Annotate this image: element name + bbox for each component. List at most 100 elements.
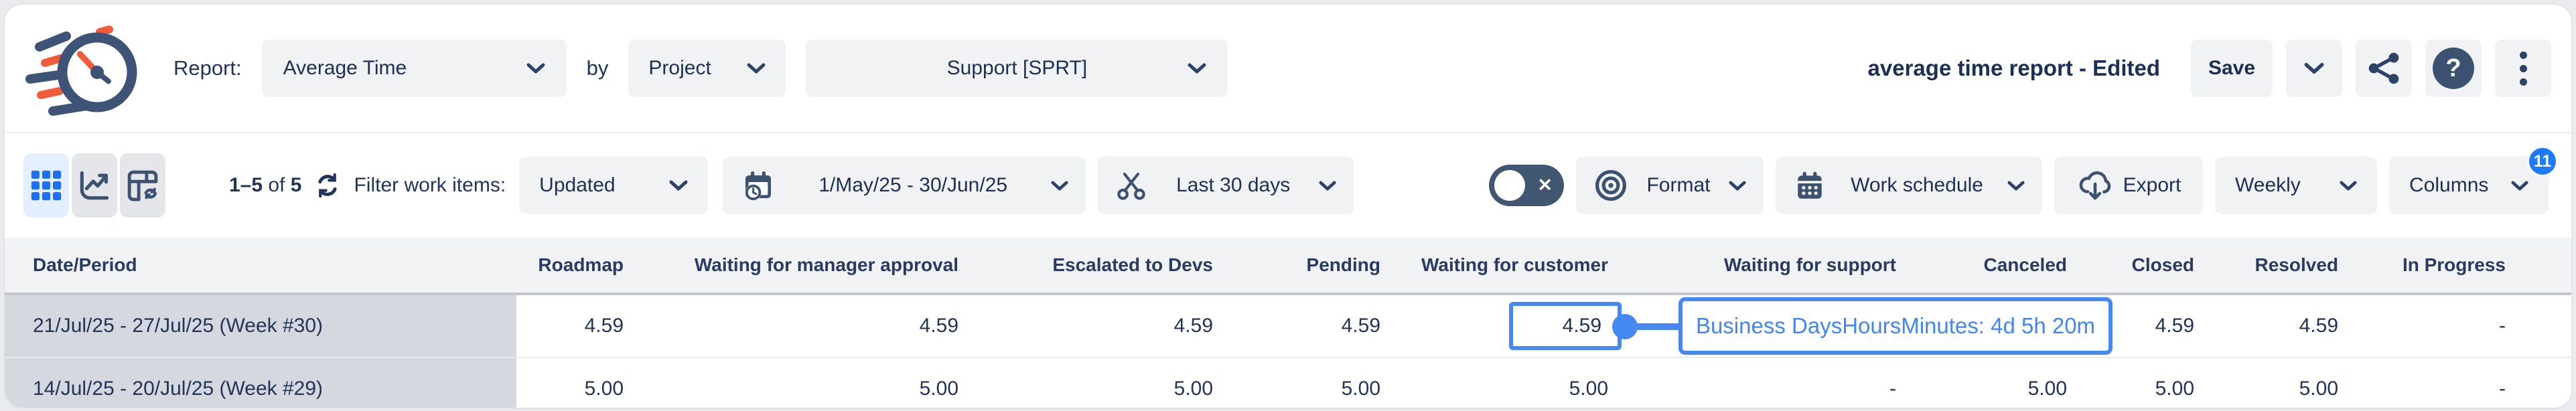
chevron-down-icon [1319,180,1336,191]
table-row: 14/Jul/25 - 20/Jul/25 (Week #29) 5.00 5.… [5,358,2571,408]
quick-range-dropdown[interactable]: Last 30 days [1098,157,1354,214]
calendar-clock-icon [740,168,775,203]
export-button[interactable]: Export [2054,157,2203,214]
table-row: 21/Jul/25 - 27/Jul/25 (Week #30) 4.59 4.… [5,295,2571,358]
app-logo-speeding-clock-icon [25,17,139,119]
columns-count-badge: 11 [2527,146,2558,177]
table-cell[interactable]: 4.59 [919,315,958,337]
help-button[interactable]: ? [2425,39,2482,97]
table-cell[interactable]: 5.00 [919,378,958,400]
date-range-value: 1/May/25 - 30/Jun/25 [818,174,1008,196]
view-switcher [23,153,165,218]
project-dropdown[interactable]: Support [SPRT] [806,39,1228,97]
group-by-value: Project [648,57,711,79]
toggle-x-icon: ✕ [1537,175,1553,195]
chart-view-button[interactable] [72,153,117,218]
save-options-dropdown-button[interactable] [2286,39,2342,97]
columns-dropdown[interactable]: Columns 11 [2389,146,2558,214]
grid-view-icon [27,167,65,204]
table-cell[interactable]: 5.00 [1341,378,1380,400]
column-header: Roadmap [538,254,624,275]
report-type-value: Average Time [283,57,407,79]
column-header: Escalated to Devs [1052,254,1213,275]
column-header: Waiting for support [1723,254,1896,275]
save-button[interactable]: Save [2191,39,2273,97]
chevron-down-icon [2340,180,2357,191]
interval-dropdown[interactable]: Weekly [2215,157,2377,214]
column-header: Resolved [2255,254,2339,275]
chevron-down-icon [747,62,766,74]
column-header: Waiting for customer [1421,254,1608,275]
quick-range-value: Last 30 days [1176,174,1291,196]
report-app-window: Report: Average Time by Project Support … [3,3,2573,409]
by-label: by [586,56,609,80]
chevron-down-icon [1188,62,1206,74]
top-bar: Report: Average Time by Project Support … [5,5,2571,133]
share-button[interactable] [2356,39,2412,97]
tooltip-connector-line [1624,323,1683,330]
period-cell: 14/Jul/25 - 20/Jul/25 (Week #29) [5,358,516,408]
work-schedule-dropdown[interactable]: Work schedule [1776,157,2042,214]
chevron-down-icon [2511,180,2528,191]
table-cell[interactable]: 4.59 [584,315,624,337]
toggle-knob [1494,170,1525,201]
table-cell[interactable]: 5.00 [1569,378,1608,400]
group-by-dropdown[interactable]: Project [628,39,786,97]
share-icon [2366,50,2402,86]
table-cell[interactable]: - [2499,378,2506,400]
format-dropdown[interactable]: Format [1576,157,1764,214]
table-cell[interactable]: - [1889,378,1896,400]
help-icon: ? [2433,48,2474,89]
pivot-table-icon [124,167,161,204]
table-cell[interactable]: 5.00 [1173,378,1213,400]
refresh-icon[interactable] [312,170,343,201]
chevron-down-icon [1729,180,1746,191]
table-cell[interactable]: 5.00 [2299,378,2338,400]
chevron-down-icon [669,179,688,191]
cloud-download-icon [2076,167,2113,203]
highlighted-cell-box: 4.59 [1509,302,1622,350]
column-header: Waiting for manager approval [694,254,958,275]
column-header: In Progress [2402,254,2506,275]
calendar-icon [1793,169,1827,202]
chevron-down-icon [2007,180,2025,191]
report-type-dropdown[interactable]: Average Time [261,39,567,97]
report-title: average time report - Edited [1867,56,2160,80]
table-cell[interactable]: 5.00 [584,378,624,400]
report-label: Report: [173,56,242,80]
filter-label: Filter work items: [354,174,506,196]
scissors-icon [1115,169,1147,201]
table-cell[interactable]: 4.59 [2155,315,2194,337]
table-cell[interactable]: 4.59 [2299,315,2338,337]
tooltip-connector-dot [1612,314,1638,339]
period-cell: 21/Jul/25 - 27/Jul/25 (Week #30) [5,295,516,357]
grid-view-button[interactable] [23,153,69,218]
date-range-dropdown[interactable]: 1/May/25 - 30/Jun/25 [723,157,1086,214]
project-value: Support [SPRT] [946,57,1088,79]
kebab-menu-icon [2519,51,2527,86]
line-chart-icon [76,167,113,204]
table-cell[interactable]: - [2499,315,2506,337]
more-menu-button[interactable] [2495,39,2551,97]
filter-field-dropdown[interactable]: Updated [519,157,709,214]
cell-tooltip: Business DaysHoursMinutes: 4d 5h 20m [1678,297,2113,355]
pivot-view-button[interactable] [120,153,165,218]
table-cell[interactable]: 5.00 [2155,378,2194,400]
pagination-text: 1–5 of 5 [229,174,302,196]
table-header-row: Date/Period Roadmap Waiting for manager … [5,238,2571,295]
bullseye-eye-icon [1593,168,1628,203]
report-toolbar: 1–5 of 5 Filter work items: Updated [5,133,2571,238]
table-cell[interactable]: 4.59 [1173,315,1213,337]
chevron-down-icon [526,62,545,74]
column-header: Pending [1306,254,1380,275]
chevron-down-icon [2304,62,2324,75]
chevron-down-icon [1051,180,1068,191]
multi-value-toggle[interactable]: ✕ [1489,165,1564,206]
table-cell-highlighted[interactable]: 4.59 [1394,295,1622,357]
column-header: Canceled [1983,254,2068,275]
column-header: Date/Period [33,254,137,275]
table-cell[interactable]: 5.00 [2027,378,2067,400]
toolbar-right-cluster: ✕ Format [1489,146,2558,214]
column-header: Closed [2131,254,2194,275]
table-cell[interactable]: 4.59 [1341,315,1380,337]
